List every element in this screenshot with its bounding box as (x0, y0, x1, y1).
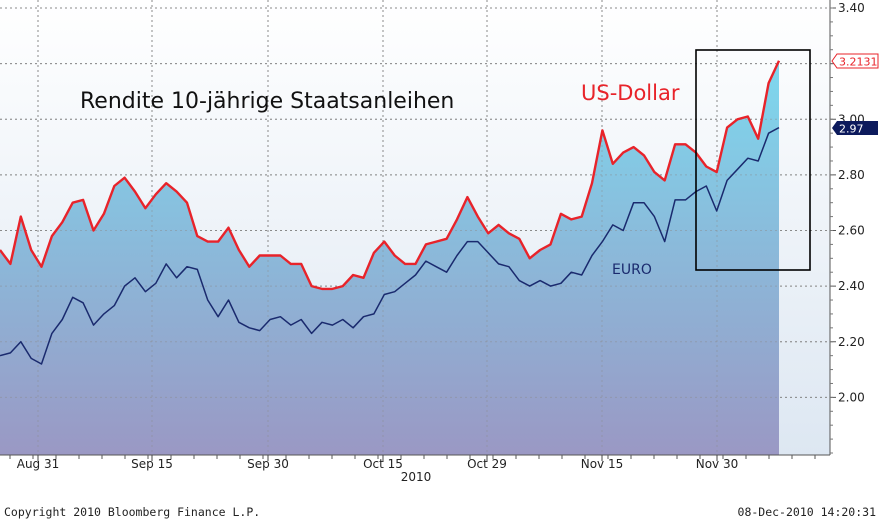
y-tick-label: 2.00 (838, 390, 865, 404)
euro-last-value: 2.97 (839, 123, 864, 136)
x-axis-ticks: Aug 31 Sep 15 Sep 30 Oct 15 Oct 29 Nov 15 Nov … (9, 455, 816, 471)
y-axis-ticks: 2.002.202.402.602.803.003.203.40 (830, 1, 865, 454)
y-tick-label: 2.20 (838, 335, 865, 349)
euro-line (0, 126, 780, 365)
x-tick-label: Oct 29 (467, 457, 507, 471)
y-tick-label: 3.40 (838, 1, 865, 15)
y-tick-label: 2.40 (838, 279, 865, 293)
euro-value-tag: 2.97 (832, 121, 878, 136)
copyright-text: Copyright 2010 Bloomberg Finance L.P. (4, 505, 261, 519)
x-tick-label: Nov 15 (581, 457, 624, 471)
timestamp-text: 08-Dec-2010 14:20:31 (737, 505, 876, 519)
horizontal-gridlines-overlay (0, 7, 830, 398)
x-tick-label: Sep 15 (131, 457, 173, 471)
x-tick-label: Nov 30 (696, 457, 739, 471)
legend-euro: EURO (612, 262, 652, 278)
us-dollar-line (0, 60, 781, 291)
us-dollar-value-tag: 3.2131 (831, 53, 879, 69)
vertical-gridlines (37, 0, 718, 455)
chart-title: Rendite 10-jährige Staatsanleihen (80, 89, 454, 114)
us-dollar-last-value: 3.2131 (839, 56, 878, 69)
highlight-box (695, 49, 811, 271)
us-dollar-area (0, 60, 779, 456)
x-tick-label: Oct 15 (363, 457, 403, 471)
y-tick-label: 2.60 (838, 224, 865, 238)
x-tick-label: Aug 31 (17, 457, 60, 471)
legend-us-dollar: US-Dollar (581, 81, 680, 105)
y-tick-label: 2.80 (838, 168, 865, 182)
vertical-gridlines-overlay (37, 0, 718, 455)
x-axis-year-label: 2010 (401, 470, 432, 484)
x-tick-label: Sep 30 (247, 457, 289, 471)
